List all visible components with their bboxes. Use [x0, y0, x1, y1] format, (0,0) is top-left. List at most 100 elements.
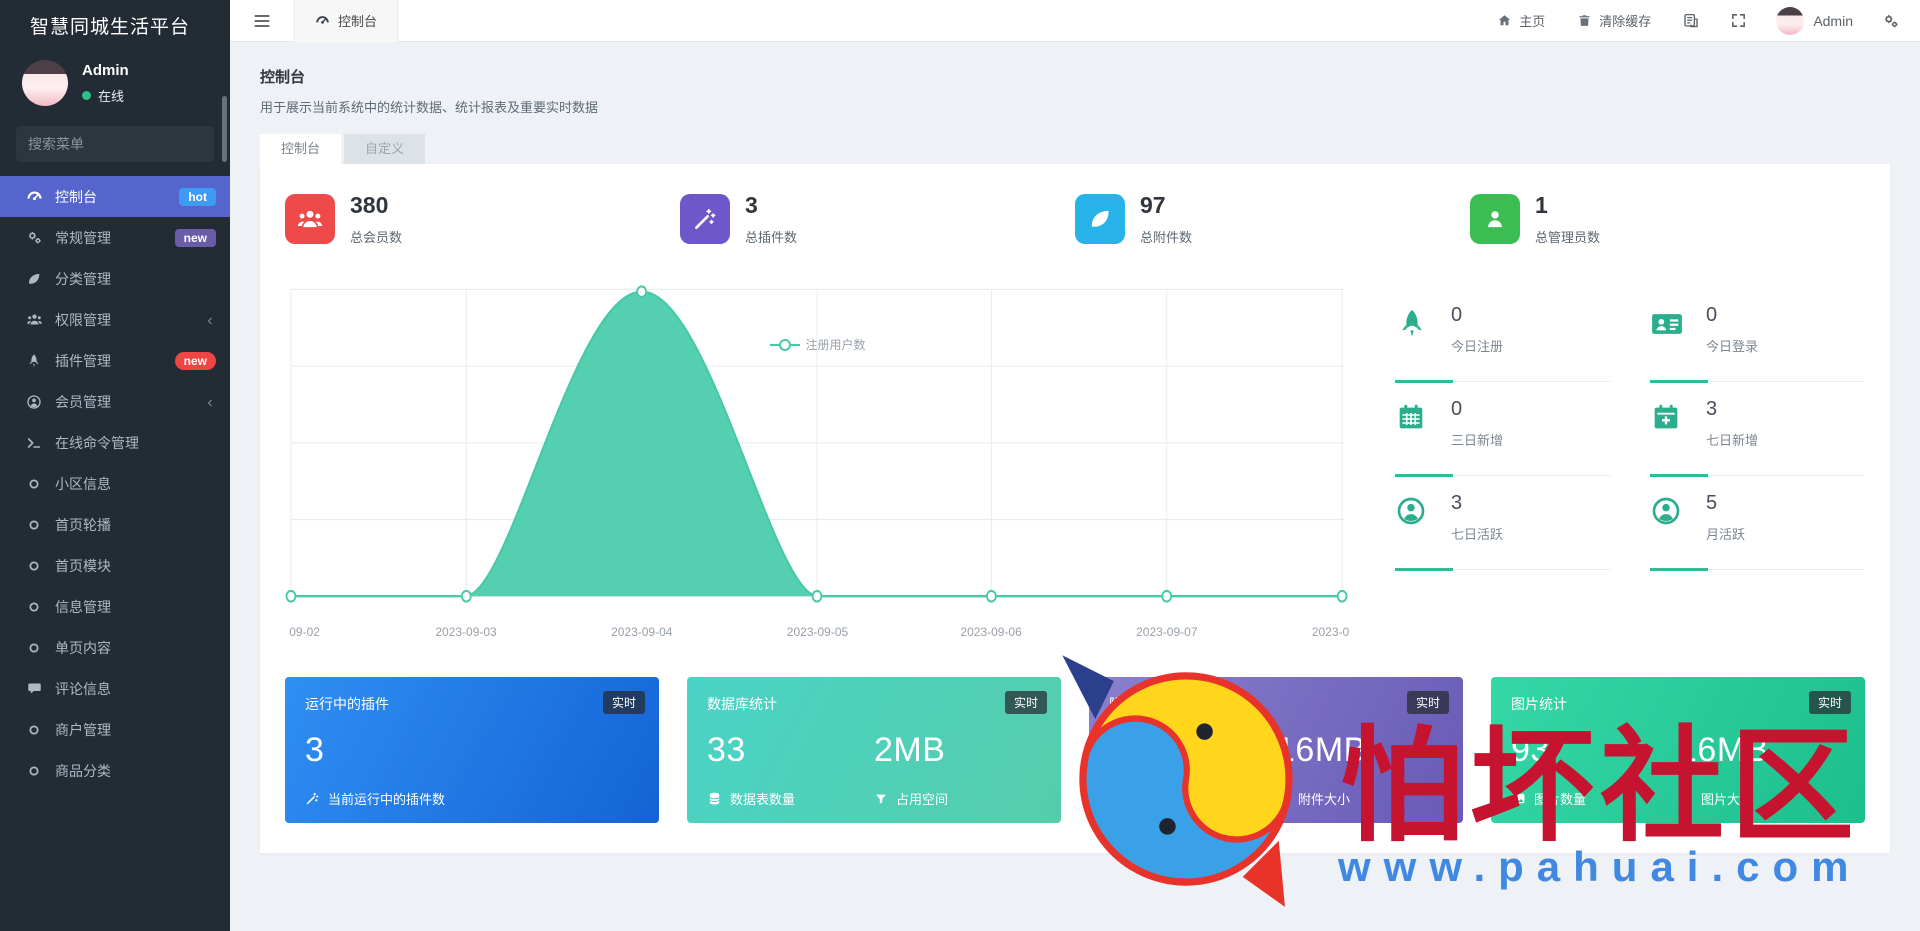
x-tick: 2023-09-04	[611, 625, 673, 639]
circle-icon	[24, 763, 44, 779]
legend-marker-icon	[769, 338, 800, 351]
trash-icon	[1577, 13, 1592, 28]
sidebar-item-auth[interactable]: 权限管理	[0, 299, 230, 340]
mini-stat-month-active: 5 月活跃	[1650, 476, 1865, 571]
sidebar-item-page[interactable]: 单页内容	[0, 627, 230, 668]
rocket-icon	[24, 353, 44, 369]
sidebar-item-merchant[interactable]: 商户管理	[0, 709, 230, 750]
dashboard-panel: 380 总会员数 3 总插件数 97 总附件数	[260, 164, 1890, 853]
new-badge: new	[174, 351, 216, 370]
card-attachment-stats[interactable]: 附件统计 实时 97 16MB 附件数量 附件大小	[1089, 677, 1463, 823]
sidebar-item-addon[interactable]: 插件管理 new	[0, 340, 230, 381]
realtime-badge: 实时	[1808, 691, 1851, 714]
search-input[interactable]	[28, 136, 209, 152]
rocket-icon	[1395, 304, 1437, 355]
mini-stats-grid: 0 今日注册 0 今日登录 0 三日新增	[1395, 280, 1865, 645]
nav-tab-dashboard[interactable]: 控制台	[294, 0, 399, 42]
sidebar-item-member[interactable]: 会员管理	[0, 381, 230, 422]
circle-icon	[24, 558, 44, 574]
mini-stat-7day-new: 3 七日新增	[1650, 382, 1865, 477]
stat-total-attachments: 97 总附件数	[1075, 192, 1470, 246]
gears-icon	[24, 229, 44, 246]
x-tick: 2023-09-05	[786, 625, 849, 639]
card-image-stats[interactable]: 图片统计 实时 93 16MB 图片数量 图片大小	[1491, 677, 1865, 823]
home-link[interactable]: 主页	[1481, 0, 1561, 41]
sidebar-item-info[interactable]: 信息管理	[0, 586, 230, 627]
mini-stat-3day-new: 0 三日新增	[1395, 382, 1610, 477]
circle-icon	[24, 517, 44, 533]
sidebar-item-comment[interactable]: 评论信息	[0, 668, 230, 709]
x-tick: 09-02	[289, 625, 320, 639]
card-database-stats[interactable]: 数据库统计 实时 33 2MB 数据表数量 占用空间	[687, 677, 1061, 823]
settings-gears-icon[interactable]	[1867, 0, 1920, 41]
mini-stat-today-register: 0 今日注册	[1395, 288, 1610, 383]
hot-badge: hot	[179, 187, 216, 206]
calendar-plus-icon	[1650, 398, 1692, 449]
tachometer-icon	[315, 13, 330, 28]
home-icon	[1497, 13, 1512, 28]
users-icon	[24, 311, 44, 328]
tab-dashboard[interactable]: 控制台	[260, 134, 342, 164]
user-circle-icon	[1650, 492, 1692, 543]
mini-stat-7day-active: 3 七日活跃	[1395, 476, 1610, 571]
user-circle-icon	[24, 394, 44, 410]
realtime-cards-row: 运行中的插件 实时 3 当前运行中的插件数 数据库统计 实时 33 2MB	[285, 677, 1865, 823]
top-navbar: 控制台 主页 清除缓存 Admin	[230, 0, 1920, 42]
sidebar-item-community[interactable]: 小区信息	[0, 463, 230, 504]
realtime-badge: 实时	[1406, 691, 1449, 714]
user-circle-icon	[1395, 492, 1437, 543]
sidebar-item-category[interactable]: 分类管理	[0, 258, 230, 299]
user-profile: Admin 在线	[0, 52, 230, 116]
tab-custom[interactable]: 自定义	[344, 134, 426, 164]
sidebar-scrollbar[interactable]	[222, 96, 227, 162]
user-menu[interactable]: Admin	[1762, 0, 1867, 41]
stat-total-admins: 1 总管理员数	[1470, 192, 1865, 246]
image-icon	[1511, 791, 1526, 806]
chart-legend[interactable]: 注册用户数	[769, 336, 866, 353]
sidebar-search	[16, 126, 214, 162]
terminal-icon	[24, 435, 44, 451]
menu-toggle-icon[interactable]	[230, 11, 294, 31]
stats-row: 380 总会员数 3 总插件数 97 总附件数	[285, 192, 1865, 246]
sidebar-item-dashboard[interactable]: 控制台 hot	[0, 176, 230, 217]
fullscreen-icon[interactable]	[1715, 0, 1762, 41]
sidebar-menu: 控制台 hot 常规管理 new 分类管理 权限管理 插件管理 new 会员管理	[0, 176, 230, 791]
card-running-addons[interactable]: 运行中的插件 实时 3 当前运行中的插件数	[285, 677, 659, 823]
online-status-dot	[82, 90, 91, 100]
leaf-icon	[1075, 194, 1125, 244]
copy-icon	[1109, 791, 1124, 806]
image-icon	[1678, 791, 1693, 806]
content-tabs: 控制台 自定义	[260, 134, 1890, 164]
app-brand: 智慧同城生活平台	[30, 17, 191, 38]
circle-icon	[24, 722, 44, 738]
clear-cache-link[interactable]: 清除缓存	[1561, 0, 1667, 41]
avatar	[1776, 6, 1805, 35]
sidebar: 智慧同城生活平台 Admin 在线 控制台 hot 常规管理 new 分类管理	[0, 0, 230, 931]
magic-wand-icon	[305, 791, 320, 806]
sidebar-item-general[interactable]: 常规管理 new	[0, 217, 230, 258]
mini-stat-today-login: 0 今日登录	[1650, 288, 1865, 383]
sidebar-item-home-module[interactable]: 首页模块	[0, 545, 230, 586]
x-tick: 2023-09-03	[435, 625, 497, 639]
calendar-icon	[1395, 398, 1437, 449]
page-subtitle: 用于展示当前系统中的统计数据、统计报表及重要实时数据	[260, 100, 599, 115]
sidebar-item-goods-category[interactable]: 商品分类	[0, 750, 230, 791]
registered-users-chart[interactable]: 注册用户数	[285, 280, 1350, 645]
realtime-badge: 实时	[602, 691, 645, 714]
new-badge: new	[174, 228, 216, 247]
chart-x-axis: 09-02 2023-09-03 2023-09-04 2023-09-05 2…	[285, 625, 1350, 645]
stat-total-members: 380 总会员数	[285, 192, 680, 246]
chevron-left-icon	[204, 394, 216, 410]
stat-total-addons: 3 总插件数	[680, 192, 1075, 246]
sidebar-item-banner[interactable]: 首页轮播	[0, 504, 230, 545]
magic-wand-icon	[680, 194, 730, 244]
language-icon[interactable]	[1667, 0, 1715, 41]
funnel-icon	[1276, 792, 1290, 806]
users-icon	[285, 194, 335, 244]
database-icon	[707, 791, 722, 806]
user-name: Admin	[82, 61, 129, 79]
avatar[interactable]	[22, 60, 68, 106]
sidebar-item-command[interactable]: 在线命令管理	[0, 422, 230, 463]
circle-icon	[24, 640, 44, 656]
x-tick: 2023-09-06	[960, 625, 1022, 639]
